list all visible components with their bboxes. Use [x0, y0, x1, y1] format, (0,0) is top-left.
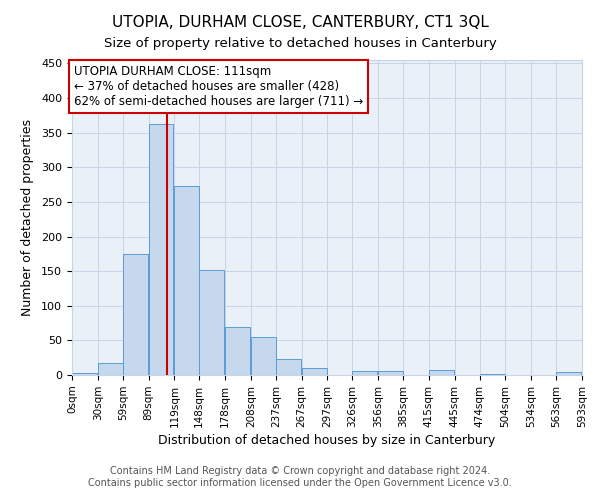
Text: UTOPIA, DURHAM CLOSE, CANTERBURY, CT1 3QL: UTOPIA, DURHAM CLOSE, CANTERBURY, CT1 3Q… [112, 15, 488, 30]
Bar [378, 371, 403, 375]
Text: UTOPIA DURHAM CLOSE: 111sqm
← 37% of detached houses are smaller (428)
62% of se: UTOPIA DURHAM CLOSE: 111sqm ← 37% of det… [74, 65, 363, 108]
Bar [429, 370, 454, 375]
Text: Size of property relative to detached houses in Canterbury: Size of property relative to detached ho… [104, 38, 496, 51]
X-axis label: Distribution of detached houses by size in Canterbury: Distribution of detached houses by size … [158, 434, 496, 447]
Bar [98, 362, 123, 375]
Bar [149, 124, 173, 375]
Bar [556, 372, 581, 375]
Bar [175, 186, 199, 375]
Bar [276, 359, 301, 375]
Bar [302, 368, 326, 375]
Bar [251, 337, 276, 375]
Bar [199, 270, 224, 375]
Y-axis label: Number of detached properties: Number of detached properties [21, 119, 34, 316]
Bar [123, 254, 148, 375]
Bar [479, 374, 505, 375]
Bar [72, 373, 97, 375]
Bar [352, 371, 377, 375]
Text: Contains HM Land Registry data © Crown copyright and database right 2024.
Contai: Contains HM Land Registry data © Crown c… [88, 466, 512, 487]
Bar [225, 326, 250, 375]
